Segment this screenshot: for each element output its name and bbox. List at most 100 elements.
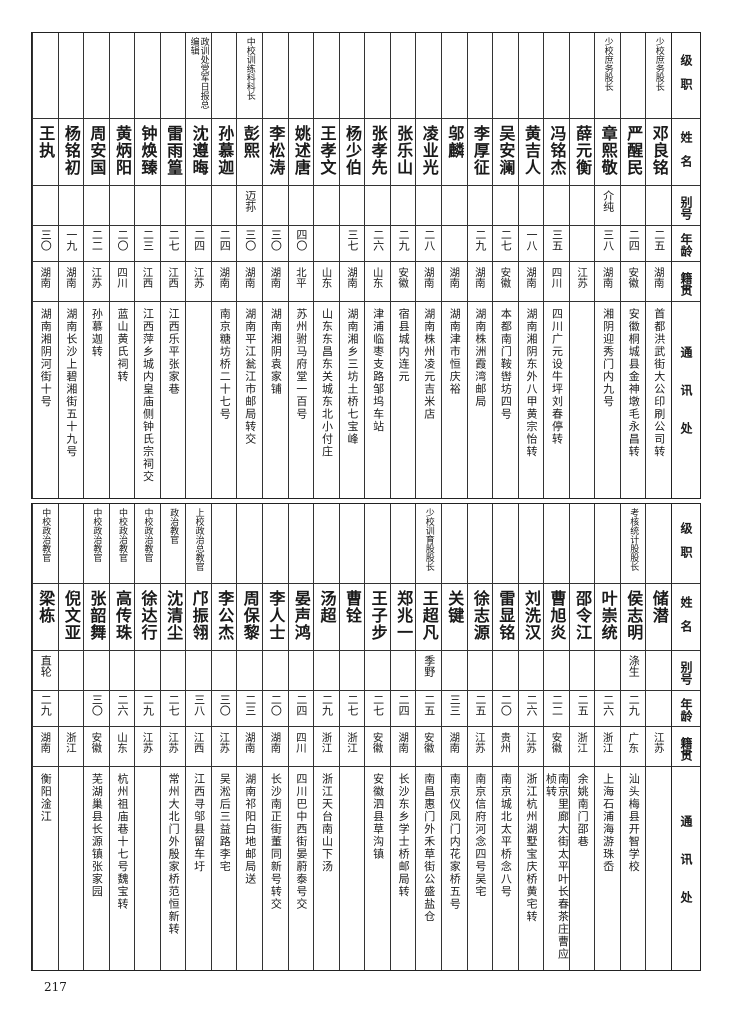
- person-name-cell: 储潜: [646, 584, 672, 651]
- person-alias-cell: 涤生: [620, 651, 646, 691]
- header-cell-rank: 级职: [672, 504, 700, 584]
- person-age: 二〇: [115, 229, 129, 251]
- person-name-cell: 李厚征: [467, 119, 493, 186]
- person-name: 曹旭炎: [547, 590, 567, 641]
- person-address-cell: [570, 302, 595, 498]
- person-address: 安徽泗县草沟镇: [371, 773, 385, 861]
- person-name: 王超凡: [419, 590, 439, 641]
- person-record: 严醒民 二四 安徽 安徽桐城县金神墩毛永昌转: [619, 33, 646, 498]
- person-age-cell: 三三: [441, 691, 467, 727]
- person-origin: 湖南: [397, 732, 410, 753]
- header-label-alias: 别号: [679, 195, 694, 220]
- person-address: 四川广元设牛坪刘春停转: [550, 308, 564, 446]
- person-rank: 政训处党军日报总编辑: [188, 37, 209, 109]
- person-record: 黄炳阳 二〇 四川 蓝山黄氏祠转: [108, 33, 135, 498]
- person-age: 二四: [627, 229, 641, 251]
- person-origin: 浙江: [576, 732, 589, 753]
- person-origin-cell: 江苏: [518, 727, 544, 767]
- person-alias-cell: [365, 651, 390, 691]
- person-rank: 中校训练科科长: [244, 37, 255, 100]
- person-rank-cell: [467, 33, 493, 119]
- person-alias-cell: [84, 651, 109, 691]
- person-address-cell: 衡阳淦江: [33, 767, 58, 970]
- header-cell-address: 通讯处: [672, 302, 700, 498]
- person-name-cell: 徐志源: [467, 584, 493, 651]
- person-record: 冯铭杰 三五 四川 四川广元设牛坪刘春停转: [543, 33, 569, 498]
- person-origin: 江西: [167, 267, 180, 288]
- person-address-cell: 吴淞后三益路李宅: [212, 767, 237, 970]
- person-rank-cell: [365, 504, 390, 584]
- person-origin: 江苏: [218, 732, 231, 753]
- person-name: 邝振翎: [189, 590, 209, 641]
- person-age-cell: 二七: [365, 691, 390, 727]
- header-cell-name: 姓名: [672, 119, 700, 186]
- person-address: 孙慕迦转: [90, 308, 104, 358]
- person-age: 二〇: [499, 694, 513, 716]
- person-age-cell: 二二: [84, 226, 109, 262]
- person-origin-cell: 湖南: [441, 727, 467, 767]
- person-origin-cell: 湖南: [211, 262, 237, 302]
- person-age: 二三: [243, 694, 257, 716]
- person-name-cell: 王子步: [365, 584, 390, 651]
- person-rank-cell: [339, 33, 365, 119]
- person-rank-cell: 少校庶务股长: [646, 33, 672, 119]
- person-address: 江西萍乡城内皇庙侧钟氏宗祠交: [141, 308, 155, 483]
- person-origin: 江苏: [141, 732, 154, 753]
- person-origin-cell: 湖南: [263, 262, 288, 302]
- person-record: 徐志源 二五 江苏 南京信府河念四号吴宅: [466, 504, 493, 970]
- person-age-cell: 二三: [135, 226, 160, 262]
- person-origin-cell: 广东: [620, 727, 646, 767]
- person-alias-cell: [441, 651, 467, 691]
- person-rank-cell: [84, 33, 109, 119]
- person-rank-cell: 中校训练科科长: [237, 33, 263, 119]
- person-address-cell: 首都洪武街大公印刷公司转: [646, 302, 671, 498]
- person-address-cell: 山东东昌东关城东北小付庄: [314, 302, 339, 498]
- person-record: 政治教官 沈清尘 二七 江苏 常州大北门外殷家桥范恒新转: [159, 504, 186, 970]
- header-label-rank: 级职: [679, 521, 694, 570]
- person-record: 中校政治教官 梁栋 直轮 二九 湖南 衡阳淦江: [31, 504, 58, 970]
- person-origin-cell: 湖南: [339, 262, 365, 302]
- person-record: 李厚征 二九 湖南 湖南株洲霞湾邮局: [466, 33, 493, 498]
- person-record: 少校训育股股长 王超凡 季野 二五 安徽 南昌惠门外禾草街公盛盐仓: [415, 504, 441, 970]
- person-age-cell: 二九: [620, 691, 646, 727]
- person-record: 倪文亚 浙江: [57, 504, 84, 970]
- person-name-cell: 黄吉人: [518, 119, 544, 186]
- person-rank-cell: [365, 33, 390, 119]
- person-name-cell: 李公杰: [211, 584, 237, 651]
- person-rank: 少校庶务股长: [653, 37, 664, 91]
- person-name: 黄吉人: [521, 125, 541, 176]
- person-alias-cell: [314, 651, 339, 691]
- person-address: 南京糖坊桥二十七号: [218, 308, 232, 421]
- person-name-cell: 邬麟: [441, 119, 467, 186]
- person-address-cell: 南京城北太平桥念八号: [493, 767, 518, 970]
- person-address-cell: 本都南门鞍辔坊四号: [493, 302, 518, 498]
- person-name: 汤超: [317, 590, 337, 624]
- person-address-cell: 江西萍乡城内皇庙侧钟氏宗祠交: [135, 302, 160, 498]
- person-alias-cell: [160, 651, 186, 691]
- person-age: 二七: [167, 694, 181, 716]
- person-age-cell: 三〇: [263, 226, 288, 262]
- person-name: 章熙敬: [598, 125, 618, 176]
- person-address-cell: 湖南津市恒庆裕: [442, 302, 467, 498]
- person-origin: 湖南: [243, 267, 256, 288]
- person-origin-cell: 湖南: [237, 262, 263, 302]
- person-rank-cell: [441, 33, 467, 119]
- person-age-cell: 二四: [186, 226, 211, 262]
- person-origin-cell: 江苏: [211, 727, 237, 767]
- person-address-cell: 杭州祖庙巷十七号魏宝转: [110, 767, 135, 970]
- person-record: 李松涛 三〇 湖南 湖南湘阴袁家铺: [262, 33, 288, 498]
- person-name: 沈遵晦: [189, 125, 209, 176]
- person-origin-cell: 江苏: [160, 727, 186, 767]
- person-rank-cell: [314, 33, 339, 119]
- person-address: 长沙南正街董同新号转交: [269, 773, 283, 911]
- person-address-cell: 安徽泗县草沟镇: [365, 767, 390, 970]
- person-age-cell: 三八: [595, 226, 620, 262]
- person-address-cell: [59, 767, 84, 970]
- person-age-cell: 二五: [416, 691, 441, 727]
- person-address: 宿县城内连元: [397, 308, 411, 383]
- person-name: 李厚征: [470, 125, 490, 176]
- person-alias-cell: [160, 186, 186, 226]
- person-rank-cell: [620, 33, 646, 119]
- person-age: 二九: [627, 694, 641, 716]
- person-address: 浙江杭州湖墅宝庆桥黄宅转: [524, 773, 538, 923]
